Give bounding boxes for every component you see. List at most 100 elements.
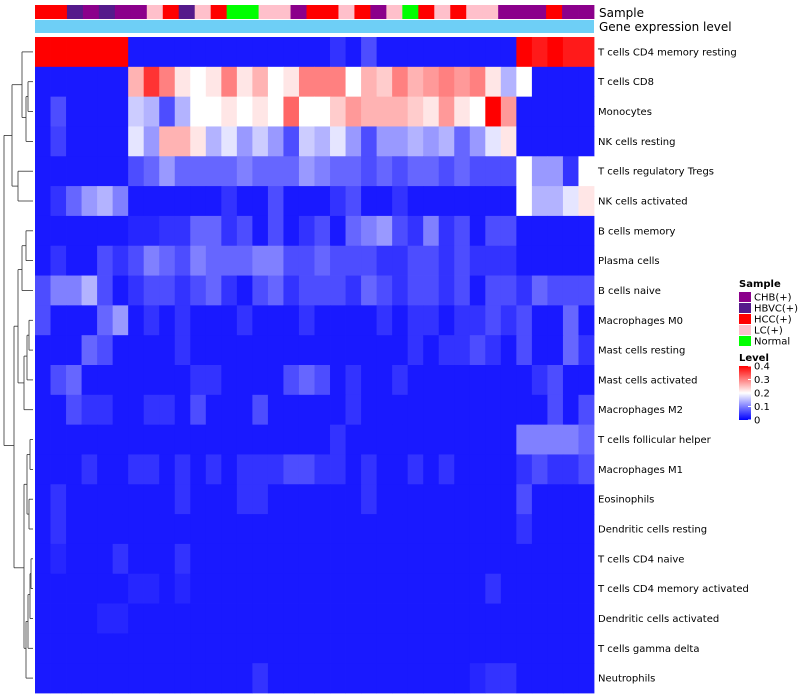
heatmap-cell [469,394,486,426]
heatmap-cell [205,365,222,396]
heatmap-cell [236,573,253,604]
heatmap-cell [66,215,82,247]
heatmap-cell [283,156,300,187]
heatmap-cell [50,484,67,515]
heatmap-cell [454,454,471,485]
heatmap-cell [485,514,502,545]
heatmap-cell [35,66,51,98]
heatmap-cell [516,454,533,485]
heatmap-cell [392,603,409,634]
heatmap-cell [345,305,362,336]
heatmap-cell [159,454,176,485]
heatmap-cell [314,454,331,485]
heatmap-cell [438,156,455,187]
heatmap-cell [485,305,502,336]
heatmap-cell [66,365,82,396]
heatmap-cell [376,275,393,306]
heatmap-cell [50,126,67,157]
heatmap-cell [485,424,502,455]
heatmap-cell [66,484,82,515]
heatmap-cell [159,394,176,426]
heatmap-cell [283,543,300,575]
row-label: T cells follicular helper [597,435,712,446]
heatmap-cell [159,37,176,68]
row-label: NK cells activated [598,197,688,208]
heatmap-cell [407,126,424,157]
heatmap-cell [531,37,548,68]
heatmap-cell [345,484,362,515]
heatmap-cell [345,186,362,217]
heatmap-cell [392,573,409,604]
heatmap-cell [112,37,129,68]
heatmap-cell [267,186,284,217]
heatmap-cell [562,663,579,694]
heatmap-cell [81,275,98,306]
heatmap-cell [454,603,471,634]
heatmap-cell [531,215,548,247]
heatmap-cell [128,156,145,187]
heatmap-cell [392,215,409,247]
heatmap-cell [66,573,82,604]
heatmap-cell [407,215,424,247]
heatmap-cell [469,215,486,247]
heatmap-cell [438,603,455,634]
heatmap-cell [516,156,533,187]
legend-level-ticks: 0.4 0.3 0.2 0.1 0 [748,362,770,427]
heatmap-cell [174,424,191,455]
heatmap-cell [252,543,269,575]
legend-swatch [739,314,751,324]
heatmap-cell [236,156,253,187]
heatmap-cell [267,305,284,336]
heatmap-cell [283,37,300,68]
heatmap-cell [283,484,300,515]
sample-annotation-cell [274,5,291,19]
heatmap-cell [547,245,564,276]
heatmap-cell [128,37,145,68]
heatmap-cell [376,96,393,127]
heatmap-cell [423,424,440,455]
heatmap-cell [236,186,253,217]
heatmap-cell [469,156,486,187]
heatmap-cell [516,215,533,247]
heatmap-cell [128,365,145,396]
heatmap-cell [128,424,145,455]
heatmap-cell [35,514,51,545]
row-label: T cells CD4 memory resting [597,47,737,58]
heatmap-cell [407,603,424,634]
heatmap-cell [205,335,222,366]
heatmap-cell [376,186,393,217]
heatmap-cell [578,633,595,664]
heatmap-cell [143,245,160,276]
heatmap-cell [531,156,548,187]
heatmap-cell [438,126,455,157]
heatmap-cell [407,573,424,604]
heatmap-cell [562,394,579,426]
heatmap-cell [112,245,129,276]
heatmap-cell [50,454,67,485]
heatmap-cell [547,484,564,515]
heatmap-cell [516,66,533,98]
heatmap-cell [267,663,284,694]
row-label: Macrophages M1 [598,465,683,476]
heatmap-cell [562,484,579,515]
heatmap-cell [267,335,284,366]
heatmap-cell [516,245,533,276]
heatmap-cell [376,484,393,515]
heatmap-cell [221,335,238,366]
heatmap-cell [128,663,145,694]
heatmap-cell [392,156,409,187]
sample-annotation-cell [306,5,323,19]
heatmap-cell [562,275,579,306]
heatmap-cell [500,275,517,306]
heatmap-cell [516,365,533,396]
heatmap-cell [469,633,486,664]
heatmap-cell [407,96,424,127]
heatmap-cell [469,186,486,217]
heatmap-cell [66,275,82,306]
legend: Sample CHB(+)HBVC(+)HCC(+)LC(+)Normal Le… [739,279,798,427]
row-labels: T cells CD4 memory resting T cells CD8 Mon… [597,47,749,684]
legend-label: HCC(+) [754,315,792,326]
heatmap-cell [454,394,471,426]
heatmap-cell [516,186,533,217]
heatmap-cell [128,66,145,98]
